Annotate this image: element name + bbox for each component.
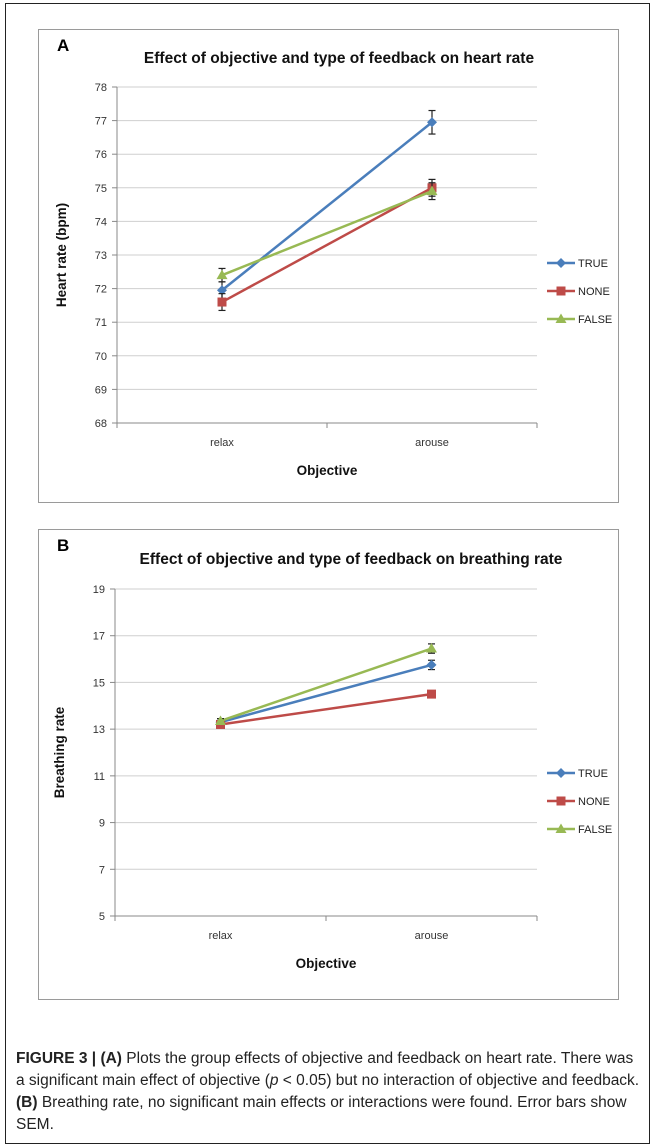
data-point bbox=[426, 185, 438, 196]
breathing-rate-chart: Effect of objective and type of feedback… bbox=[52, 551, 612, 971]
chart-panel-b: B Effect of objective and type of feedba… bbox=[38, 529, 619, 1000]
x-tick-label: relax bbox=[209, 930, 233, 942]
data-point bbox=[555, 313, 567, 323]
data-point bbox=[556, 768, 566, 778]
data-point bbox=[426, 659, 437, 670]
legend-label: NONE bbox=[578, 286, 610, 298]
y-axis-title: Breathing rate bbox=[52, 706, 67, 798]
y-tick-label: 71 bbox=[95, 317, 107, 329]
data-point bbox=[556, 796, 566, 806]
y-tick-label: 5 bbox=[99, 911, 105, 923]
series-false bbox=[216, 182, 438, 283]
legend-label: TRUE bbox=[578, 768, 608, 780]
data-point bbox=[426, 643, 437, 653]
legend-label: FALSE bbox=[578, 314, 612, 326]
y-tick-label: 70 bbox=[95, 351, 107, 363]
caption-a-text-1: Plots the group effects of objective and… bbox=[16, 1050, 634, 1089]
data-point bbox=[556, 286, 566, 296]
caption-a-text-2: < 0.05) but no interaction of objective … bbox=[278, 1072, 640, 1089]
y-tick-label: 19 bbox=[93, 584, 105, 596]
series-line bbox=[221, 189, 433, 277]
series-true bbox=[215, 659, 437, 728]
caption-p-symbol: p bbox=[269, 1072, 279, 1089]
series-none bbox=[216, 689, 436, 729]
y-tick-label: 9 bbox=[99, 818, 105, 830]
series-line bbox=[220, 647, 432, 723]
data-point bbox=[427, 117, 437, 128]
legend-item: FALSE bbox=[547, 823, 612, 836]
legend-item: NONE bbox=[547, 286, 610, 298]
series-line bbox=[221, 186, 433, 304]
series-false bbox=[215, 643, 437, 725]
y-tick-label: 13 bbox=[93, 724, 105, 736]
series-line bbox=[220, 692, 432, 726]
chart-panel-a: A Effect of objective and type of feedba… bbox=[38, 29, 619, 503]
caption-a-tag: (A) bbox=[100, 1050, 122, 1067]
caption-b-tag: (B) bbox=[16, 1094, 38, 1111]
panel-label: A bbox=[57, 36, 70, 55]
caption-label: FIGURE 3 | bbox=[16, 1050, 97, 1067]
y-tick-label: 72 bbox=[95, 284, 107, 296]
figure-frame bbox=[5, 3, 650, 1144]
y-tick-label: 74 bbox=[95, 216, 107, 228]
data-point bbox=[555, 823, 567, 833]
chart-title: Effect of objective and type of feedback… bbox=[140, 551, 563, 568]
data-point bbox=[216, 269, 228, 280]
legend-item: FALSE bbox=[547, 313, 612, 326]
caption-b-text: Breathing rate, no significant main effe… bbox=[16, 1094, 627, 1133]
x-axis-title: Objective bbox=[296, 956, 357, 971]
data-point bbox=[556, 258, 566, 268]
y-tick-label: 7 bbox=[99, 864, 105, 876]
legend-item: TRUE bbox=[547, 768, 608, 780]
x-tick-label: arouse bbox=[415, 930, 449, 942]
heart-rate-chart: Effect of objective and type of feedback… bbox=[54, 50, 612, 478]
y-tick-label: 78 bbox=[95, 82, 107, 94]
x-tick-label: arouse bbox=[415, 437, 449, 449]
y-tick-label: 75 bbox=[95, 183, 107, 195]
x-tick-label: relax bbox=[210, 437, 234, 449]
legend-label: NONE bbox=[578, 796, 610, 808]
y-tick-label: 69 bbox=[95, 384, 107, 396]
legend-label: TRUE bbox=[578, 258, 608, 270]
legend-item: TRUE bbox=[547, 258, 608, 270]
data-point bbox=[427, 689, 436, 699]
data-point bbox=[217, 285, 227, 296]
y-tick-label: 17 bbox=[93, 631, 105, 643]
x-axis-title: Objective bbox=[297, 463, 358, 478]
series-line bbox=[220, 663, 432, 724]
y-tick-label: 11 bbox=[94, 771, 105, 783]
y-tick-label: 15 bbox=[93, 677, 105, 689]
figure-caption: FIGURE 3 | (A) Plots the group effects o… bbox=[16, 1048, 644, 1136]
y-tick-label: 77 bbox=[95, 116, 107, 128]
series-none bbox=[217, 178, 437, 312]
chart-title: Effect of objective and type of feedback… bbox=[144, 50, 535, 67]
y-tick-label: 73 bbox=[95, 250, 107, 262]
legend-item: NONE bbox=[547, 796, 610, 808]
y-tick-label: 68 bbox=[95, 418, 107, 430]
data-point bbox=[215, 715, 226, 725]
y-tick-label: 76 bbox=[95, 149, 107, 161]
data-point bbox=[217, 297, 227, 307]
legend-label: FALSE bbox=[578, 824, 612, 836]
y-axis-title: Heart rate (bpm) bbox=[54, 203, 69, 307]
series-true bbox=[217, 109, 437, 300]
panel-label: B bbox=[57, 536, 70, 555]
